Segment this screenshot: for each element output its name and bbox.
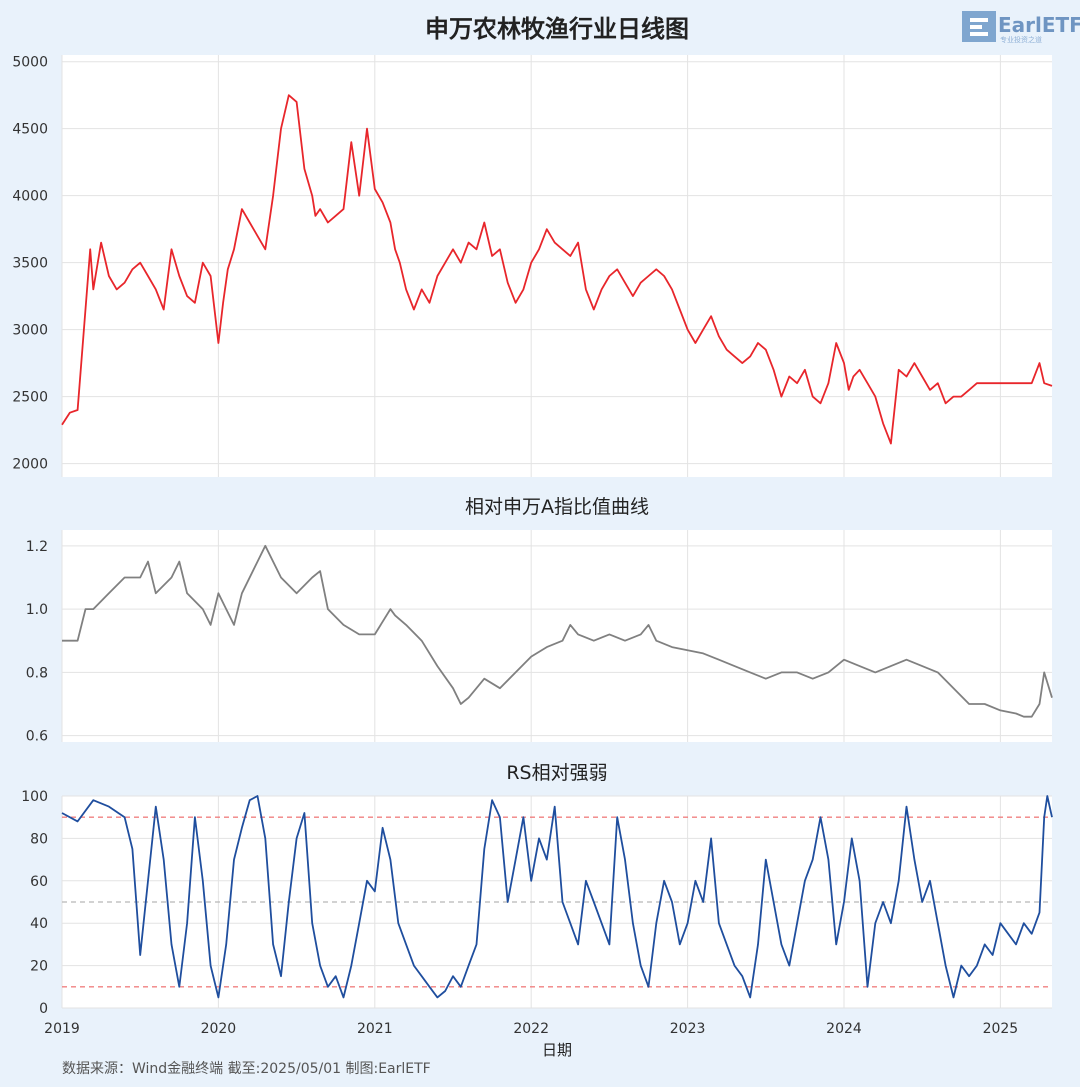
xtick-label-2025: 2025 (983, 1021, 1019, 1037)
rs-ytick-label: 100 (21, 789, 48, 805)
rs-ytick-label: 20 (30, 959, 48, 975)
ratio-plot-area (62, 530, 1052, 742)
price-ytick-label: 2500 (12, 390, 48, 406)
price-ytick-label: 3000 (12, 323, 48, 339)
price-series-line-0 (61, 94, 1053, 445)
x-axis-label: 日期 (542, 1041, 572, 1059)
ratio-series-line-0 (62, 544, 1053, 718)
price-ytick-label: 4000 (12, 189, 48, 205)
logo-text: EarlETF (998, 13, 1080, 37)
ratio-ytick-label: 1.0 (26, 602, 48, 618)
xtick-label-2021: 2021 (357, 1021, 393, 1037)
xtick-label-2024: 2024 (826, 1021, 862, 1037)
rs-series-line-0 (61, 795, 1053, 999)
rs-panel: 0 20 40 60 80 100 2019 2020 2021 2022 2023 2024 2025 (21, 789, 1053, 1037)
ratio-ytick-label: 0.8 (26, 665, 48, 681)
price-plot-area (62, 55, 1052, 477)
rs-ytick-label: 0 (39, 1001, 48, 1017)
price-ytick-label: 5000 (12, 55, 48, 71)
rs-ytick-label: 80 (30, 831, 48, 847)
xtick-label-2023: 2023 (670, 1021, 706, 1037)
price-panel: 2000 2500 3000 3500 4000 4500 5000 (12, 55, 1053, 477)
ratio-panel: 0.6 0.8 1.0 1.2 (26, 530, 1053, 745)
chart-panels: 2000 2500 3000 3500 4000 4500 5000 0.6 0.8 1.0 1.2… (12, 55, 1053, 1037)
price-ytick-label: 4500 (12, 122, 48, 138)
data-source-note: 数据来源：Wind金融终端 截至:2025/05/01 制图:EarlETF (62, 1061, 431, 1077)
price-ytick-label: 3500 (12, 256, 48, 272)
ratio-ytick-label: 1.2 (26, 539, 48, 555)
price-ytick-label: 2000 (12, 457, 48, 473)
ratio-chart-title: 相对申万A指比值曲线 (465, 496, 649, 518)
rs-ytick-label: 60 (30, 874, 48, 890)
price-chart-title: 申万农林牧渔行业日线图 (425, 15, 689, 43)
earletf-logo: EarlETF 专业投资之道 (962, 11, 1080, 44)
rs-ytick-label: 40 (30, 916, 48, 932)
logo-subtext: 专业投资之道 (1000, 35, 1042, 44)
rs-chart-title: RS相对强弱 (506, 762, 607, 784)
xtick-label-2020: 2020 (201, 1021, 237, 1037)
xtick-label-2019: 2019 (44, 1021, 80, 1037)
ratio-ytick-label: 0.6 (26, 729, 48, 745)
xtick-label-2022: 2022 (513, 1021, 549, 1037)
